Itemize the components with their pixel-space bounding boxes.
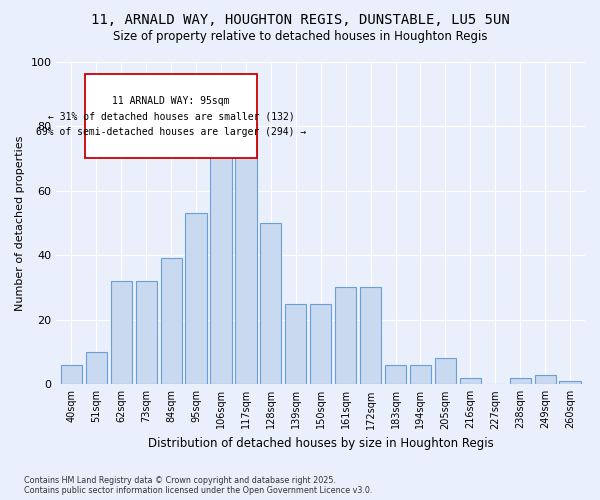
Bar — [559, 381, 581, 384]
Bar — [460, 378, 481, 384]
Bar — [235, 123, 257, 384]
Bar — [509, 378, 531, 384]
Bar — [310, 304, 331, 384]
Bar — [61, 365, 82, 384]
Bar — [110, 281, 132, 384]
Bar — [161, 258, 182, 384]
Text: Size of property relative to detached houses in Houghton Regis: Size of property relative to detached ho… — [113, 30, 487, 43]
Bar — [435, 358, 456, 384]
Bar — [260, 223, 281, 384]
Bar — [86, 352, 107, 384]
Bar — [136, 281, 157, 384]
Bar — [335, 288, 356, 384]
Bar — [385, 365, 406, 384]
Bar — [360, 288, 381, 384]
Y-axis label: Number of detached properties: Number of detached properties — [15, 135, 25, 310]
Bar — [535, 374, 556, 384]
Bar — [211, 110, 232, 384]
Text: 11, ARNALD WAY, HOUGHTON REGIS, DUNSTABLE, LU5 5UN: 11, ARNALD WAY, HOUGHTON REGIS, DUNSTABL… — [91, 12, 509, 26]
FancyBboxPatch shape — [85, 74, 257, 158]
Bar — [410, 365, 431, 384]
Bar — [185, 213, 206, 384]
Text: 11 ARNALD WAY: 95sqm
← 31% of detached houses are smaller (132)
69% of semi-deta: 11 ARNALD WAY: 95sqm ← 31% of detached h… — [36, 96, 306, 137]
Text: Contains HM Land Registry data © Crown copyright and database right 2025.
Contai: Contains HM Land Registry data © Crown c… — [24, 476, 373, 495]
X-axis label: Distribution of detached houses by size in Houghton Regis: Distribution of detached houses by size … — [148, 437, 494, 450]
Bar — [285, 304, 307, 384]
